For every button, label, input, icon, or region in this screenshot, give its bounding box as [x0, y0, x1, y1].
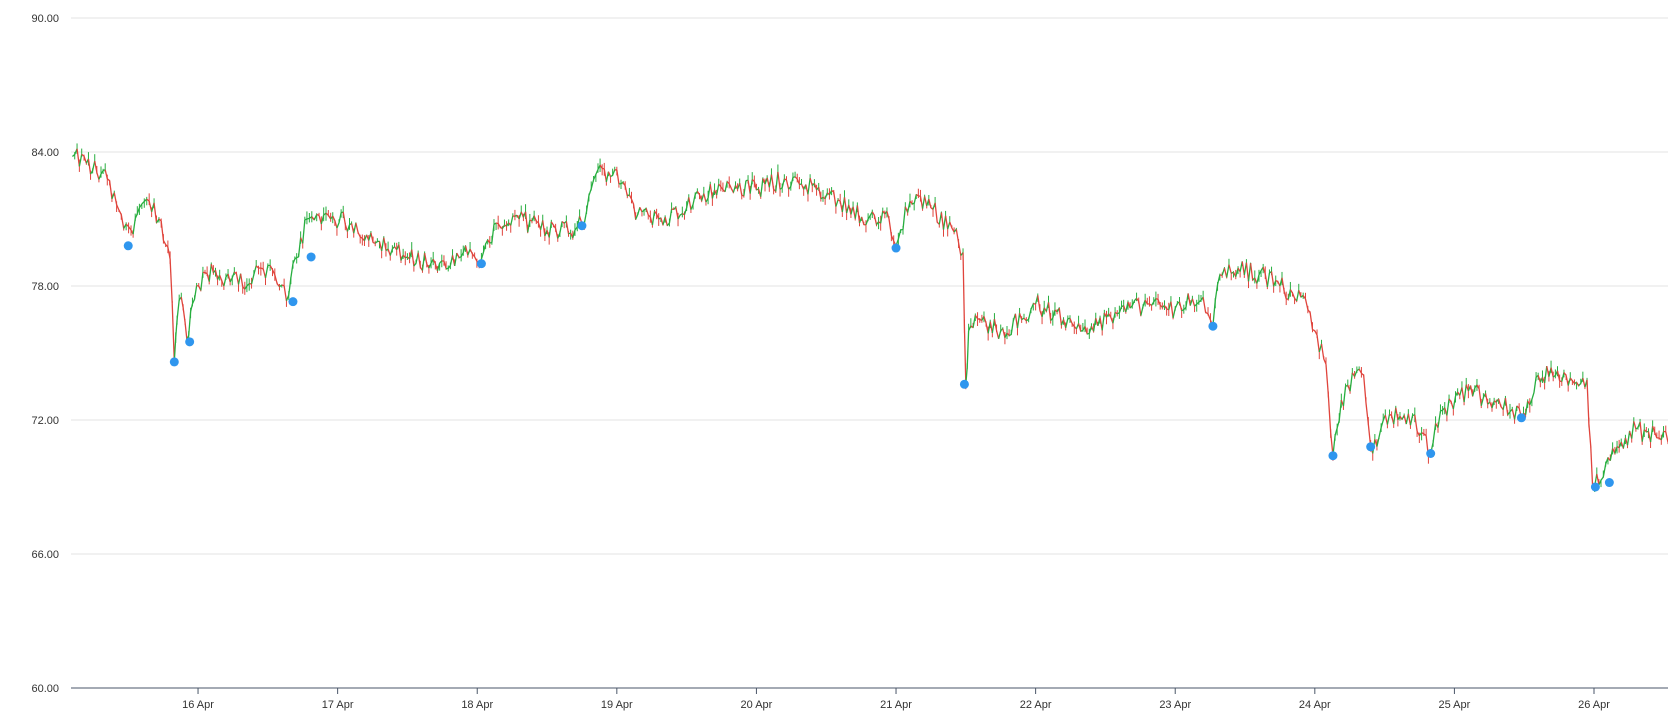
price-segment: [925, 196, 927, 205]
price-segment: [337, 223, 339, 228]
event-marker[interactable]: [960, 380, 969, 389]
price-segment: [717, 184, 719, 195]
price-segment: [1545, 366, 1547, 383]
price-segment: [1326, 364, 1328, 395]
price-segment: [1589, 424, 1591, 447]
event-marker[interactable]: [892, 244, 901, 253]
marker-layer: [124, 221, 1614, 491]
price-segment: [1350, 373, 1352, 391]
price-segment: [1328, 395, 1330, 432]
price-segment: [1297, 290, 1299, 301]
event-marker[interactable]: [1605, 478, 1614, 487]
x-tick-label: 20 Apr: [741, 699, 773, 711]
event-marker[interactable]: [1208, 322, 1217, 331]
price-segment: [935, 203, 937, 222]
price-segment: [903, 207, 905, 230]
x-tick-label: 21 Apr: [880, 699, 912, 711]
x-tick-label: 17 Apr: [322, 699, 354, 711]
price-segment: [689, 197, 691, 209]
price-segment: [963, 253, 964, 327]
price-segment: [1203, 297, 1205, 312]
price-segment: [511, 216, 513, 226]
price-segment: [964, 327, 965, 384]
price-segment: [343, 212, 345, 225]
y-axis-labels: 60.00 66.00 72.00 78.00 84.00 90.00: [31, 13, 59, 695]
y-tick-label: 78.00: [31, 281, 59, 293]
price-segment: [959, 243, 961, 256]
price-segment: [1415, 415, 1417, 431]
price-segment: [744, 181, 746, 196]
x-tick-label: 26 Apr: [1578, 699, 1610, 711]
price-segment: [1387, 414, 1389, 424]
price-segment: [808, 178, 810, 194]
price-segment: [1229, 265, 1231, 274]
price-segment: [967, 331, 968, 368]
event-marker[interactable]: [288, 297, 297, 306]
price-segment: [1464, 385, 1466, 402]
price-segment: [185, 322, 187, 340]
price-segment: [241, 274, 243, 287]
event-marker[interactable]: [1517, 413, 1526, 422]
price-segment: [1532, 393, 1534, 400]
x-tick-label: 22 Apr: [1020, 699, 1052, 711]
x-tick-label: 24 Apr: [1299, 699, 1331, 711]
x-tick-label: 25 Apr: [1439, 699, 1471, 711]
x-tick-label: 18 Apr: [461, 699, 493, 711]
price-segment: [1591, 446, 1593, 487]
price-segment: [133, 219, 135, 234]
x-tick-label: 19 Apr: [601, 699, 633, 711]
price-segment: [1267, 273, 1269, 287]
price-segment: [1251, 263, 1253, 280]
price-segment: [177, 300, 179, 320]
price-segment: [1587, 380, 1589, 424]
x-tick-label: 23 Apr: [1159, 699, 1191, 711]
price-segment: [923, 196, 925, 208]
price-segment: [836, 200, 838, 207]
price-segment: [1171, 302, 1173, 318]
price-segment: [195, 286, 197, 299]
y-tick-label: 90.00: [31, 13, 59, 25]
price-segment: [1632, 421, 1634, 438]
price-segment: [1438, 411, 1440, 428]
price-segment: [617, 170, 619, 184]
y-tick-label: 72.00: [31, 415, 59, 427]
event-marker[interactable]: [1591, 483, 1600, 492]
price-segment: [170, 259, 172, 303]
price-segment: [1634, 421, 1636, 429]
event-marker[interactable]: [1426, 449, 1435, 458]
price-segment: [704, 194, 706, 202]
price-segment: [1583, 378, 1585, 387]
grid-layer: [71, 18, 1668, 554]
price-segment: [284, 286, 286, 301]
price-series-layer: [72, 143, 1668, 492]
price-segment: [172, 303, 174, 362]
y-tick-label: 66.00: [31, 549, 59, 561]
price-segment: [1011, 321, 1013, 335]
price-segment: [209, 264, 211, 281]
y-tick-label: 84.00: [31, 147, 59, 159]
y-tick-label: 60.00: [31, 683, 59, 695]
event-marker[interactable]: [124, 241, 133, 250]
event-marker[interactable]: [1328, 451, 1337, 460]
event-marker[interactable]: [307, 252, 316, 261]
x-tick-label: 16 Apr: [182, 699, 214, 711]
x-axis-labels: 16 Apr 17 Apr 18 Apr 19 Apr 20 Apr 21 Apr 22 A…: [182, 688, 1610, 711]
event-marker[interactable]: [577, 221, 586, 230]
event-marker[interactable]: [477, 259, 486, 268]
event-marker[interactable]: [170, 357, 179, 366]
event-marker[interactable]: [1366, 442, 1375, 451]
event-marker[interactable]: [185, 337, 194, 346]
price-segment: [1317, 335, 1319, 352]
price-segment: [356, 223, 358, 232]
